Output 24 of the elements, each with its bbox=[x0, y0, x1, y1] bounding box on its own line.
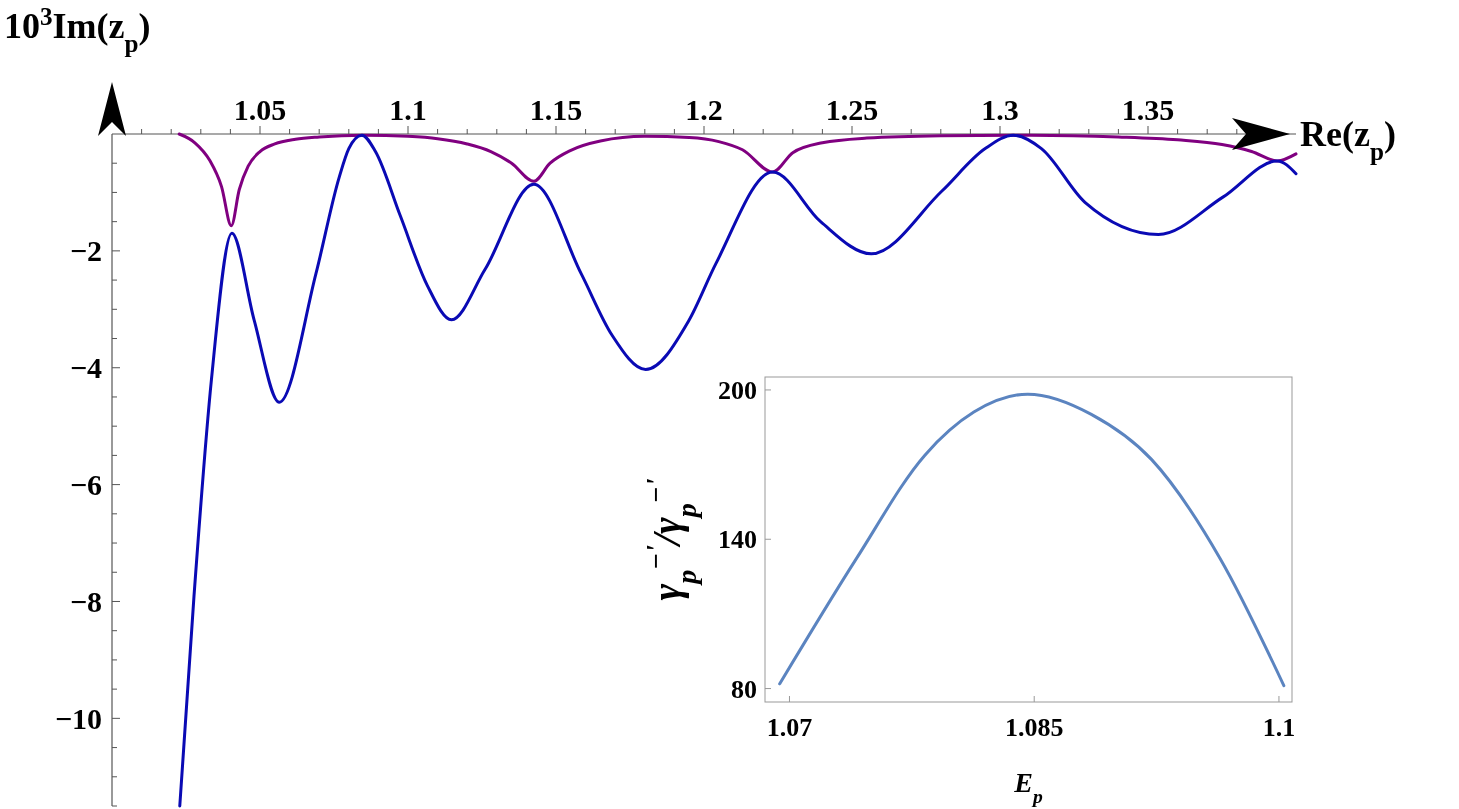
x-tick-label: 1.3 bbox=[981, 93, 1019, 126]
x-tick-label: 1.07 bbox=[766, 713, 813, 742]
x-tick-label: 1.05 bbox=[233, 93, 287, 126]
line-series bbox=[178, 133, 1298, 808]
y-tick-label: −8 bbox=[69, 584, 102, 618]
x-tick-label: 1.1 bbox=[1262, 713, 1296, 742]
y-tick-label: 140 bbox=[718, 525, 757, 555]
x-tick-label: 1.085 bbox=[1004, 713, 1064, 742]
x-axis-title: Re(z$_{p}$) bbox=[1300, 114, 1396, 165]
y-tick-label: 200 bbox=[718, 376, 757, 406]
y-tick-label: 80 bbox=[731, 674, 757, 704]
line-series bbox=[778, 392, 1286, 688]
y-axis-title: 10$^{3}$Im(z$_{p}$) bbox=[4, 2, 151, 57]
x-tick-label: 1.2 bbox=[685, 93, 723, 126]
x-tick-label: 1.25 bbox=[825, 93, 879, 126]
y-tick-label: −10 bbox=[54, 701, 102, 735]
line-series bbox=[177, 132, 1298, 228]
y-tick-label: −2 bbox=[69, 234, 102, 268]
y-tick-label: −6 bbox=[69, 468, 102, 502]
x-axis-title: E$_{p}$ bbox=[1013, 767, 1043, 807]
x-tick-label: 1.15 bbox=[529, 93, 583, 126]
y-tick-label: −4 bbox=[69, 351, 102, 385]
x-tick-label: 1.1 bbox=[389, 93, 427, 126]
x-tick-label: 1.35 bbox=[1121, 93, 1175, 126]
